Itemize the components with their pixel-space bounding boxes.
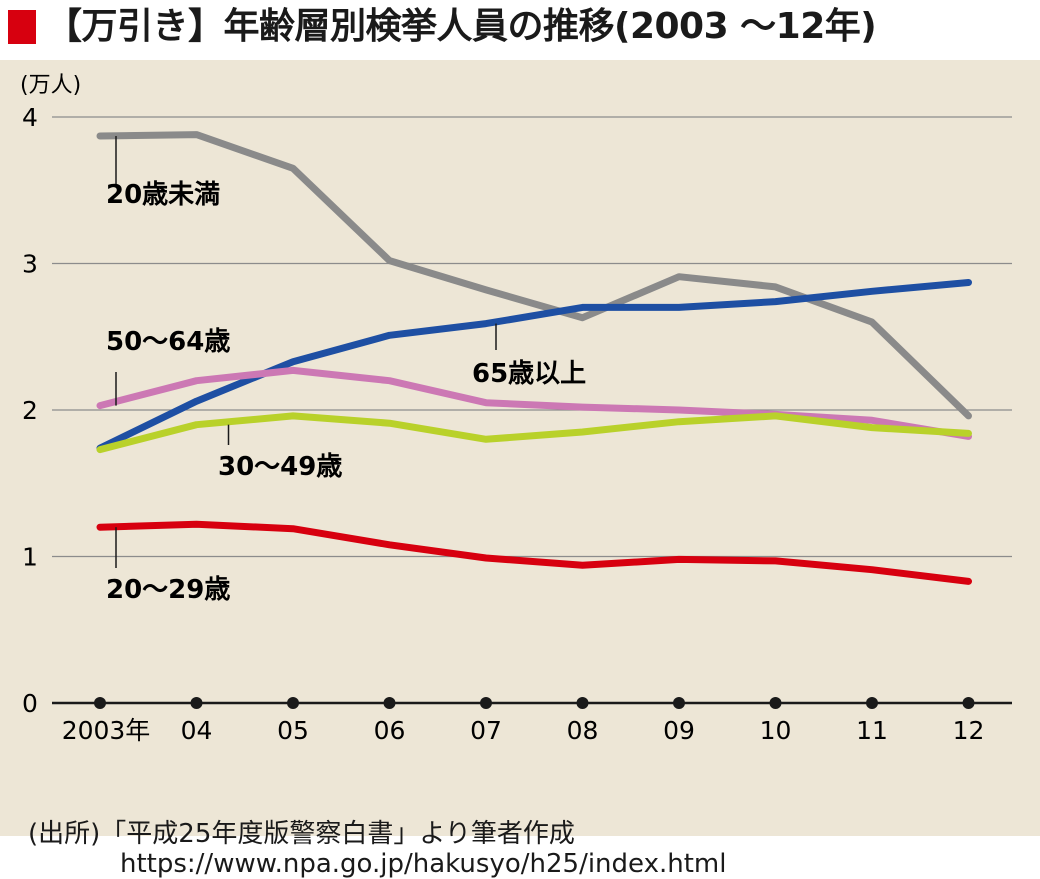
series-lines <box>96 131 972 585</box>
y-tick-label-3: 3 <box>22 250 38 279</box>
x-tick-dot-0 <box>94 697 106 709</box>
series-line-4 <box>96 520 972 585</box>
x-tick-label-7: 10 <box>760 716 792 745</box>
x-tick-dot-9 <box>962 697 975 709</box>
title-bar: 【万引き】年齢層別検挙人員の推移(2003 ～12年) <box>0 0 1040 58</box>
x-tick-label-4: 07 <box>470 716 502 745</box>
x-tick-label-5: 08 <box>567 716 599 745</box>
x-tick-dot-8 <box>866 697 878 709</box>
series-label-3: 30～49歳 <box>218 452 342 482</box>
series-label-1: 65歳以上 <box>472 359 586 389</box>
x-tick-dot-7 <box>769 697 782 709</box>
x-tick-dot-3 <box>383 697 396 709</box>
grid-lines <box>52 116 1012 558</box>
x-tick-dot-1 <box>190 697 203 709</box>
series-line-1 <box>96 279 972 452</box>
series-label-2: 50～64歳 <box>106 327 230 357</box>
series-line-3 <box>96 412 972 454</box>
series-label-4: 20～29歳 <box>106 575 230 605</box>
x-tick-label-8: 11 <box>856 716 888 745</box>
source-note: (出所)「平成25年度版警察白書」より筆者作成 <box>28 819 575 849</box>
x-tick-dot-6 <box>673 697 685 709</box>
series-label-0: 20歳未満 <box>106 180 220 210</box>
source-url: https://www.npa.go.jp/hakusyo/h25/index.… <box>120 849 727 879</box>
x-tick-dot-4 <box>480 697 492 709</box>
y-tick-label-1: 1 <box>22 543 38 572</box>
y-tick-label-4: 4 <box>22 103 38 132</box>
y-tick-label-2: 2 <box>22 396 38 425</box>
x-tick-dot-2 <box>287 697 299 709</box>
x-tick-label-0: 2003年 <box>62 716 151 745</box>
x-tick-dot-5 <box>576 697 589 709</box>
y-axis-unit-label: (万人) <box>20 73 81 98</box>
chart-panel: 0 1 2 3 4 2003年 04 05 06 07 08 09 10 11 12 20歳未満 65歳以上 5… <box>0 60 1040 879</box>
chart-title: 【万引き】年齢層別検挙人員の推移(2003 ～12年) <box>46 6 877 47</box>
x-tick-label-2: 05 <box>277 716 309 745</box>
x-tick-label-3: 06 <box>374 716 406 745</box>
series-labels: 20歳未満 65歳以上 50～64歳 30～49歳 20～29歳 <box>106 136 586 605</box>
series-line-0 <box>96 131 972 420</box>
x-tick-label-1: 04 <box>181 716 213 745</box>
x-tick-label-9: 12 <box>953 716 985 745</box>
x-tick-label-6: 09 <box>663 716 695 745</box>
series-line-2 <box>96 366 972 440</box>
title-accent-mark <box>8 10 36 44</box>
y-tick-label-0: 0 <box>22 689 38 718</box>
